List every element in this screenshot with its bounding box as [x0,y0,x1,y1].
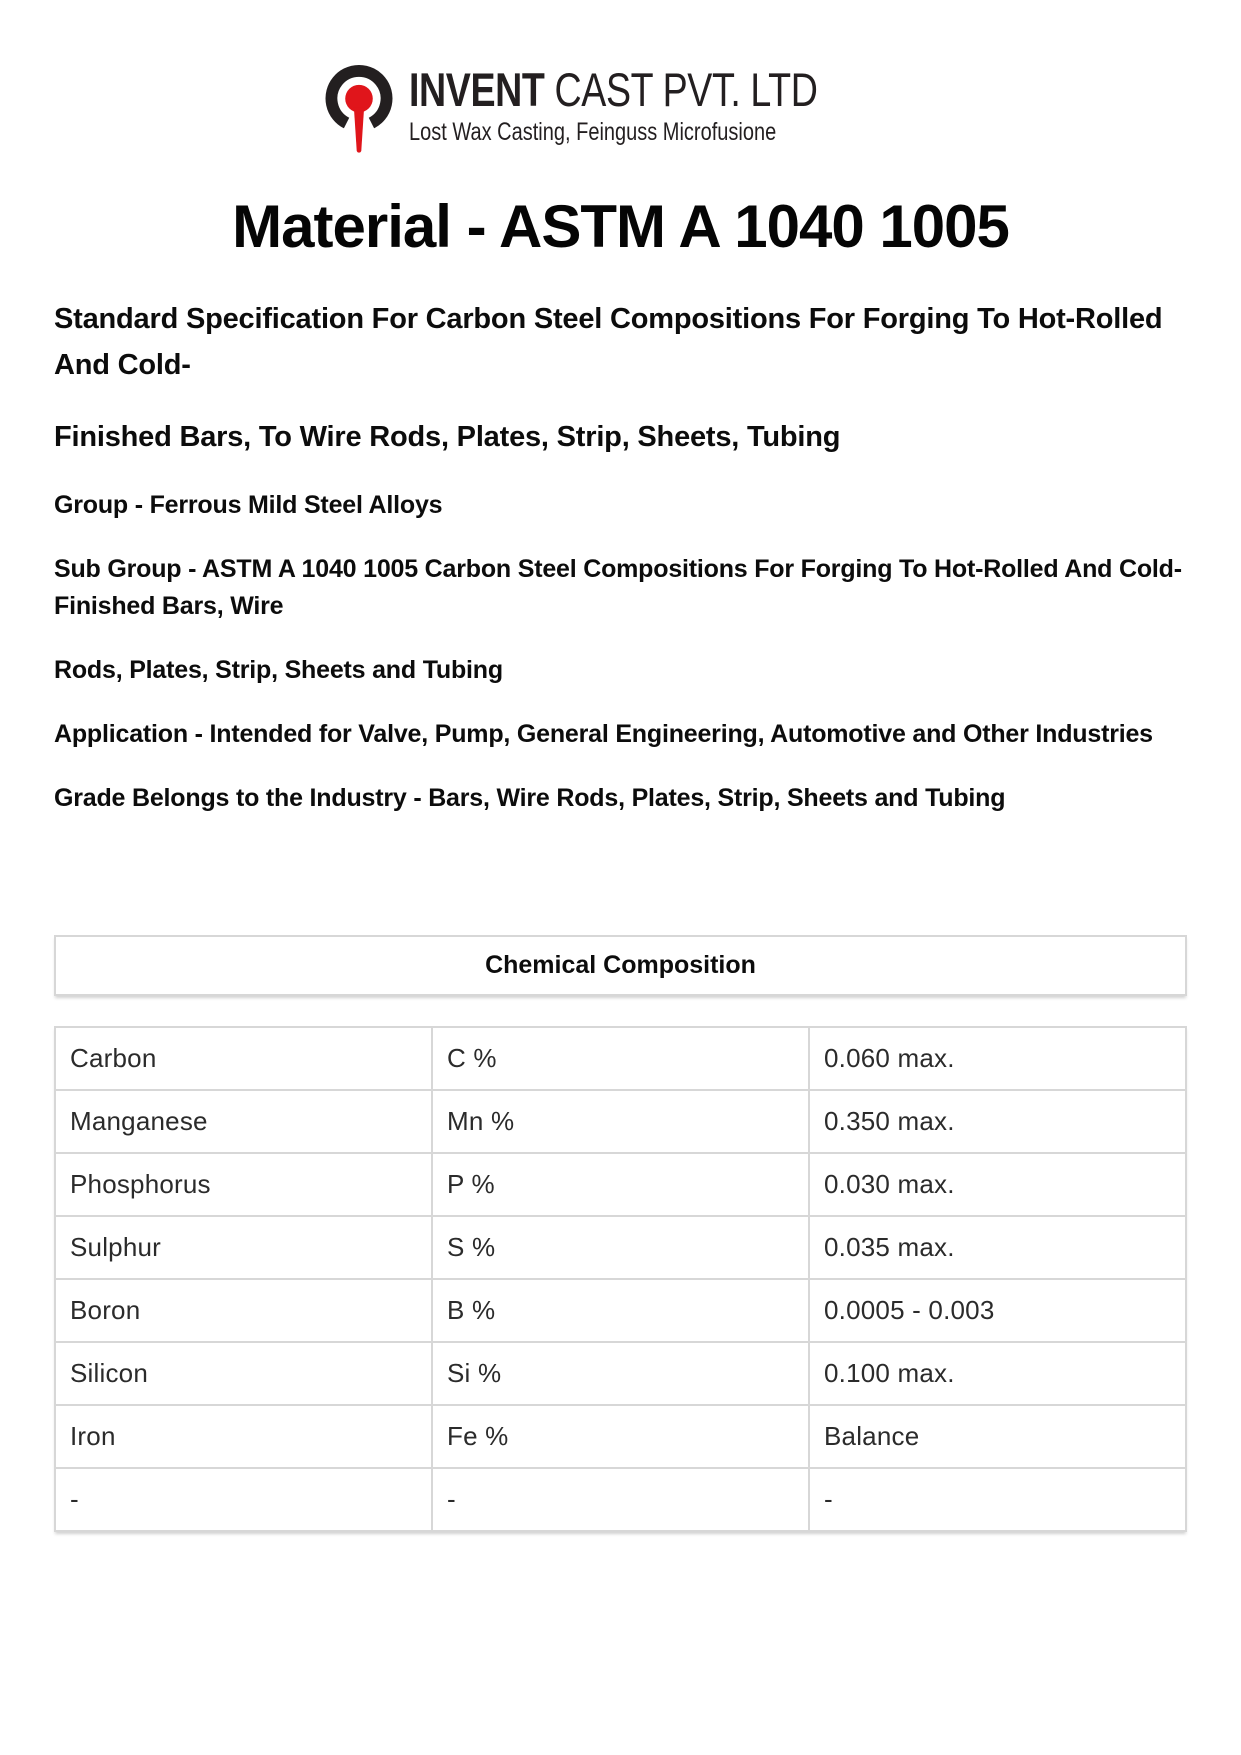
chemical-composition-table: Carbon C % 0.060 max. Manganese Mn % 0.3… [54,1026,1187,1532]
table-row: Phosphorus P % 0.030 max. [54,1152,1187,1217]
grade-industry-line: Grade Belongs to the Industry - Bars, Wi… [54,784,1006,812]
page: INVENT CAST PVT. LTD Lost Wax Casting, F… [54,0,1187,1532]
brand-name-bold: INVENT [409,63,545,116]
element-value-cell: 0.060 max. [808,1026,1187,1091]
element-symbol-cell: Si % [431,1341,810,1406]
element-name-cell: Iron [54,1404,433,1469]
pin-in-ring-icon [325,64,393,153]
element-name-cell: Phosphorus [54,1152,433,1217]
page-title: Material - ASTM A 1040 1005 [232,193,1010,260]
chemical-composition-header: Chemical Composition [54,935,1187,996]
element-name-cell: - [54,1467,433,1532]
element-value-cell: - [808,1467,1187,1532]
element-symbol-cell: B % [431,1278,810,1343]
element-symbol-cell: P % [431,1152,810,1217]
table-row: Silicon Si % 0.100 max. [54,1341,1187,1406]
brand-name: INVENT CAST PVT. LTD [409,63,818,116]
brand-name-rest: CAST PVT. LTD [544,63,818,116]
table-row: Boron B % 0.0005 - 0.003 [54,1278,1187,1343]
element-symbol-cell: C % [431,1026,810,1091]
table-row: - - - [54,1467,1187,1532]
company-logo: INVENT CAST PVT. LTD Lost Wax Casting, F… [54,0,1187,162]
element-symbol-cell: - [431,1467,810,1532]
table-row: Sulphur S % 0.035 max. [54,1215,1187,1280]
element-value-cell: 0.030 max. [808,1152,1187,1217]
element-value-cell: 0.100 max. [808,1341,1187,1406]
element-value-cell: 0.350 max. [808,1089,1187,1154]
application-line: Application - Intended for Valve, Pump, … [54,720,1153,748]
element-name-cell: Silicon [54,1341,433,1406]
element-name-cell: Manganese [54,1089,433,1154]
group-line: Group - Ferrous Mild Steel Alloys [54,491,443,519]
element-name-cell: Boron [54,1278,433,1343]
table-row: Carbon C % 0.060 max. [54,1026,1187,1091]
spec-subtitle-line2: Finished Bars, To Wire Rods, Plates, Str… [54,421,841,453]
element-symbol-cell: Fe % [431,1404,810,1469]
element-symbol-cell: Mn % [431,1089,810,1154]
table-row: Iron Fe % Balance [54,1404,1187,1469]
sub-group-line: Sub Group - ASTM A 1040 1005 Carbon Stee… [54,555,1182,620]
table-row: Manganese Mn % 0.350 max. [54,1089,1187,1154]
element-value-cell: 0.0005 - 0.003 [808,1278,1187,1343]
element-symbol-cell: S % [431,1215,810,1280]
element-value-cell: Balance [808,1404,1187,1469]
rods-plates-line: Rods, Plates, Strip, Sheets and Tubing [54,656,503,684]
logo-wordmark: INVENT CAST PVT. LTD Lost Wax Casting, F… [409,62,818,147]
spec-subtitle-line1: Standard Specification For Carbon Steel … [54,303,1163,381]
element-name-cell: Carbon [54,1026,433,1091]
brand-tagline: Lost Wax Casting, Feinguss Microfusione [409,118,777,146]
element-name-cell: Sulphur [54,1215,433,1280]
element-value-cell: 0.035 max. [808,1215,1187,1280]
